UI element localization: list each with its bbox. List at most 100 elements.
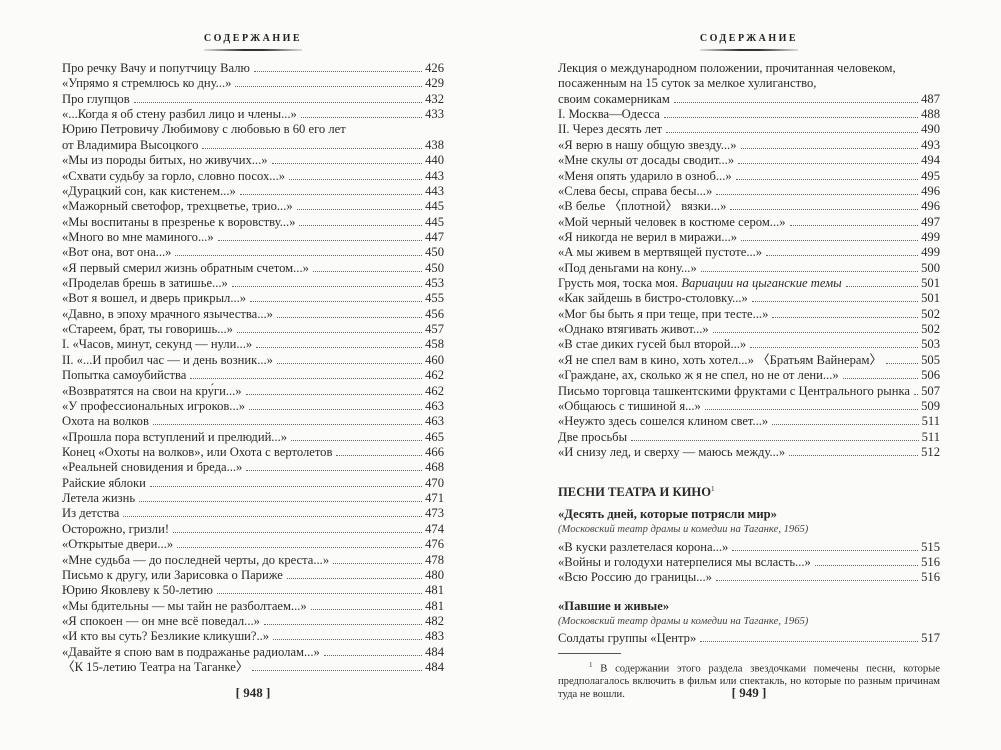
toc-entry[interactable]: «Однако втягивать живот...» 502 — [558, 322, 940, 337]
toc-entry[interactable]: Попытка самоубийства 462 — [62, 368, 444, 383]
toc-entry[interactable]: «Дурацкий сон, как кистенем...» 443 — [62, 184, 444, 199]
toc-entry[interactable]: «Слева бесы, справа бесы...» 496 — [558, 184, 940, 199]
toc-entry[interactable]: Солдаты группы «Центр» 517 — [558, 631, 940, 646]
entry-page-number: 490 — [921, 122, 940, 137]
entry-title-text: Письмо торговца ташкентскими фруктами с … — [558, 383, 910, 398]
entry-title: Из детства — [62, 506, 123, 521]
dot-leader — [312, 270, 423, 272]
entry-page-number: 517 — [921, 631, 940, 646]
entry-page-number: 505 — [921, 352, 940, 367]
entry-title-text: Из детства — [62, 506, 120, 521]
toc-entry[interactable]: «Войны и голодухи натерпелися мы всласть… — [558, 555, 940, 570]
toc-entry[interactable]: «Я никогда не верил в миражи...» 499 — [558, 230, 940, 245]
dot-leader — [738, 162, 919, 165]
toc-entry[interactable]: «Мы воспитаны в презренье к воровству...… — [62, 215, 444, 230]
toc-entry[interactable]: «Мой черный человек в костюме сером...» 4… — [558, 215, 940, 230]
toc-entry[interactable]: «Мажорный светофор, трехцветье, трио...»… — [62, 199, 444, 214]
toc-entry[interactable]: Грусть моя, тоска моя. Вариации на цыган… — [558, 276, 940, 291]
dot-leader — [296, 208, 423, 211]
entry-title-text: Райские яблоки — [62, 475, 146, 490]
toc-entry[interactable]: «Стареем, брат, ты говоришь...» 457 — [62, 322, 444, 337]
toc-entry[interactable]: Летела жизнь 471 — [62, 491, 444, 506]
toc-entry[interactable]: «Вот я вошел, и дверь прикрыл...» 455 — [62, 291, 444, 306]
toc-entry[interactable]: от Владимира Высоцкого 438 — [62, 138, 444, 153]
toc-entry[interactable]: I. «Часов, минут, секунд — нули...» 458 — [62, 337, 444, 352]
dot-leader — [286, 577, 423, 579]
toc-entry[interactable]: своим сокамерникам 487 — [558, 92, 940, 107]
toc-entry[interactable]: «В белье 〈плотной〉 вязки...» 496 — [558, 199, 940, 214]
toc-entry[interactable]: Охота на волков 463 — [62, 414, 444, 429]
toc-entry[interactable]: «Давно, в эпоху мрачного язычества...» 45… — [62, 307, 444, 322]
toc-entry[interactable]: «Возвратятся на свои на кру́ги...» 462 — [62, 384, 444, 399]
entry-page-number: 450 — [425, 245, 444, 260]
entry-page-number: 433 — [425, 107, 444, 122]
toc-entry[interactable]: «Упрямо я стремлюсь ко дну...» 429 — [62, 76, 444, 91]
toc-entry[interactable]: «В куски разлетелася корона...» 515 — [558, 540, 940, 555]
entry-title: «В белье 〈плотной〉 вязки...» — [558, 199, 730, 214]
toc-entry[interactable]: «Проделав брешь в затишье...» 453 — [62, 276, 444, 291]
toc-entry[interactable]: «Общаюсь с тишиной я...» 509 — [558, 399, 940, 414]
toc-entry[interactable]: «Мы из породы битых, но живучих...» 440 — [62, 153, 444, 168]
toc-entry[interactable]: «Мог бы быть я при теще, при тесте...» 50… — [558, 307, 940, 322]
dot-leader — [741, 239, 919, 241]
dot-leader — [814, 564, 919, 566]
toc-entry[interactable]: «Вот она, вот она...» 450 — [62, 245, 444, 260]
entry-page-number: 488 — [921, 107, 940, 122]
toc-entry[interactable]: II. «...И пробил час — и день возник...»… — [62, 353, 444, 368]
toc-entry[interactable]: «И снизу лед, и сверху — маюсь между...»… — [558, 445, 940, 460]
toc-entry[interactable]: «И кто вы суть? Безликие кликуши?..» 483 — [62, 629, 444, 644]
running-head: СОДЕРЖАНИЕ — [699, 33, 799, 44]
toc-entry[interactable]: «...Когда я об стену разбил лицо и члены… — [62, 107, 444, 122]
toc-entry[interactable]: Из детства 473 — [62, 506, 444, 521]
toc-entry[interactable]: Конец «Охоты на волков», или Охота с вер… — [62, 445, 444, 460]
toc-entry[interactable]: Про речку Вачу и попутчицу Валю 426 — [62, 61, 444, 76]
entry-title: «Вот она, вот она...» — [62, 245, 175, 260]
entry-title-text: «Стареем, брат, ты говоришь...» — [62, 322, 233, 337]
toc-entry[interactable]: Две просьбы 511 — [558, 430, 940, 445]
toc-entry[interactable]: «Открытые двери...» 476 — [62, 537, 444, 552]
toc-entry[interactable]: 〈К 15-летию Театра на Таганке〉 484 — [62, 660, 444, 675]
entry-title: «Мажорный светофор, трехцветье, трио...» — [62, 199, 297, 214]
toc-entry[interactable]: «Неужто здесь сошелся клином свет...» 511 — [558, 414, 940, 429]
toc-entry[interactable]: «Много во мне маминого...» 447 — [62, 230, 444, 245]
entry-title: «Открытые двери...» — [62, 537, 177, 552]
dot-leader — [666, 131, 919, 134]
header-rule — [700, 49, 798, 51]
toc-entry[interactable]: «Я не спел вам в кино, хоть хотел...» 〈Б… — [558, 353, 940, 368]
dot-leader — [673, 101, 919, 103]
toc-entry[interactable]: II. Через десять лет 490 — [558, 122, 940, 137]
entry-title-text: «Открытые двери...» — [62, 537, 174, 552]
toc-entry[interactable]: «У профессиональных игроков...» 463 — [62, 399, 444, 414]
toc-entry[interactable]: «Мы бдительны — мы тайн не разболтаем...… — [62, 599, 444, 614]
toc-entry[interactable]: «Мне судьба — до последней черты, до кре… — [62, 553, 444, 568]
toc-entry[interactable]: «Граждане, ах, сколько ж я не спел, но н… — [558, 368, 940, 383]
dot-leader — [291, 439, 423, 441]
toc-entry[interactable]: «Схвати судьбу за горло, словно посох...… — [62, 169, 444, 184]
entry-title: «И кто вы суть? Безликие кликуши?..» — [62, 629, 273, 644]
toc-entry[interactable]: Осторожно, гризли! 474 — [62, 522, 444, 537]
toc-entry-line: Лекция о международном положении, прочит… — [558, 61, 896, 75]
toc-entry[interactable]: I. Москва—Одесса 488 — [558, 107, 940, 122]
toc-entry[interactable]: «Прошла пора вступлений и прелюдий...» 46… — [62, 430, 444, 445]
toc-entry[interactable]: «Под деньгами на кону...» 500 — [558, 261, 940, 276]
toc-entry[interactable]: «Давайте я спою вам в подражанье радиола… — [62, 645, 444, 660]
toc-entry[interactable]: «Реальней сновидения и бреда...» 468 — [62, 460, 444, 475]
toc-entry[interactable]: «В стае диких гусей был второй...» 503 — [558, 337, 940, 352]
toc-entry[interactable]: «Всю Россию до границы...» 516 — [558, 570, 940, 585]
toc-entry[interactable]: Юрию Яковлеву к 50-летию 481 — [62, 583, 444, 598]
toc-entry[interactable]: Письмо к другу, или Зарисовка о Париже 48… — [62, 568, 444, 583]
toc-entry[interactable]: «Я верю в нашу общую звезду...» 493 — [558, 138, 940, 153]
toc-entry[interactable]: «Меня опять ударило в озноб...» 495 — [558, 169, 940, 184]
entry-title: «Много во мне маминого...» — [62, 230, 218, 245]
toc-entry[interactable]: «Я спокоен — он мне всё поведал...» 482 — [62, 614, 444, 629]
toc-entry[interactable]: «А мы живем в мертвящей пустоте...» 499 — [558, 245, 940, 260]
toc-entry[interactable]: Письмо торговца ташкентскими фруктами с … — [558, 384, 940, 399]
toc-entry[interactable]: «Как зайдешь в бистро-столовку...» 501 — [558, 291, 940, 306]
entry-page-number: 481 — [425, 583, 444, 598]
toc-entry[interactable]: Про глупцов 432 — [62, 92, 444, 107]
toc-entry[interactable]: Райские яблоки 470 — [62, 476, 444, 491]
entry-page-number: 511 — [921, 429, 940, 444]
toc-entry[interactable]: «Мне скулы от досады сводит...» 494 — [558, 153, 940, 168]
toc-entry[interactable]: «Я первый смерил жизнь обратным счетом..… — [62, 261, 444, 276]
dot-leader — [789, 224, 919, 226]
